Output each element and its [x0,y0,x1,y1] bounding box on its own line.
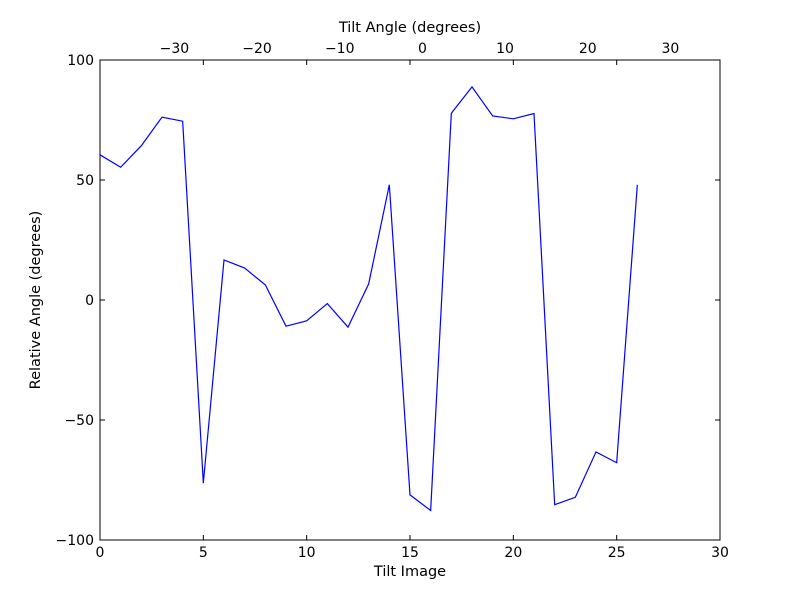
x-tick-label: 30 [711,545,729,561]
top-tick-label: −30 [160,41,190,57]
y-tick-label: 0 [85,293,94,309]
top-tick-label: −20 [242,41,272,57]
bottom-axis-ticks: 0 5 10 15 20 25 30 [96,60,729,561]
x-tick-label: 25 [608,545,626,561]
x-tick-label: 10 [298,545,316,561]
x-tick-label: 5 [199,545,208,561]
y-tick-label: 100 [67,53,94,69]
series-line [99,85,638,512]
x-axis-label: Tilt Image [373,564,446,580]
top-tick-label: 20 [579,41,597,57]
top-axis-ticks: −30 −20 −10 0 10 20 30 [160,41,680,57]
y-tick-label: 50 [76,173,94,189]
y-axis-ticks: −100 −50 0 50 100 [56,53,720,549]
x-tick-label: 20 [504,545,522,561]
y-axis-label: Relative Angle (degrees) [28,211,44,390]
top-tick-label: 10 [496,41,514,57]
top-tick-label: −10 [325,41,355,57]
x-tick-label: 0 [96,545,105,561]
x-tick-label: 15 [401,545,419,561]
top-tick-label: 0 [418,41,427,57]
y-tick-label: −50 [64,413,94,429]
top-axis-label: Tilt Angle (degrees) [338,20,481,36]
y-tick-label: −100 [56,533,94,549]
top-tick-label: 30 [661,41,679,57]
